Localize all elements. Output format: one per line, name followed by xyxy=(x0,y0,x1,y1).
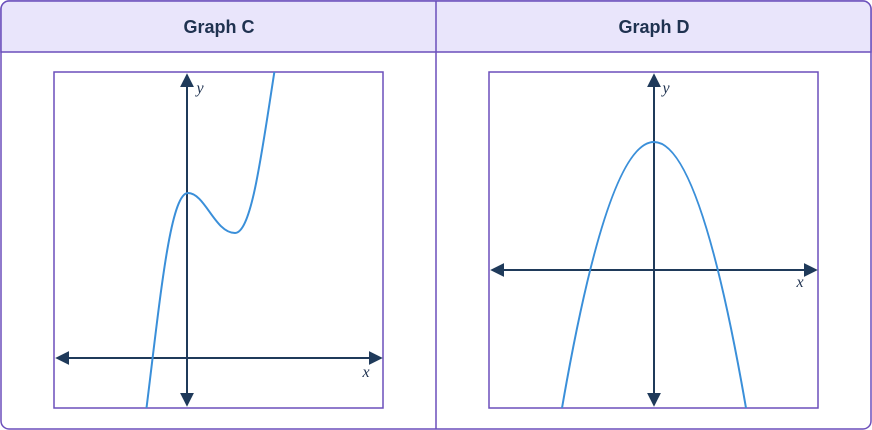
header: Graph C xyxy=(183,17,254,37)
curve xyxy=(145,72,276,408)
curve xyxy=(561,141,747,408)
axis-label: y xyxy=(194,80,204,97)
axis-label: x xyxy=(795,274,803,291)
axis-label: y xyxy=(660,80,670,97)
axis-label: x xyxy=(361,364,369,381)
header: Graph D xyxy=(618,17,689,37)
